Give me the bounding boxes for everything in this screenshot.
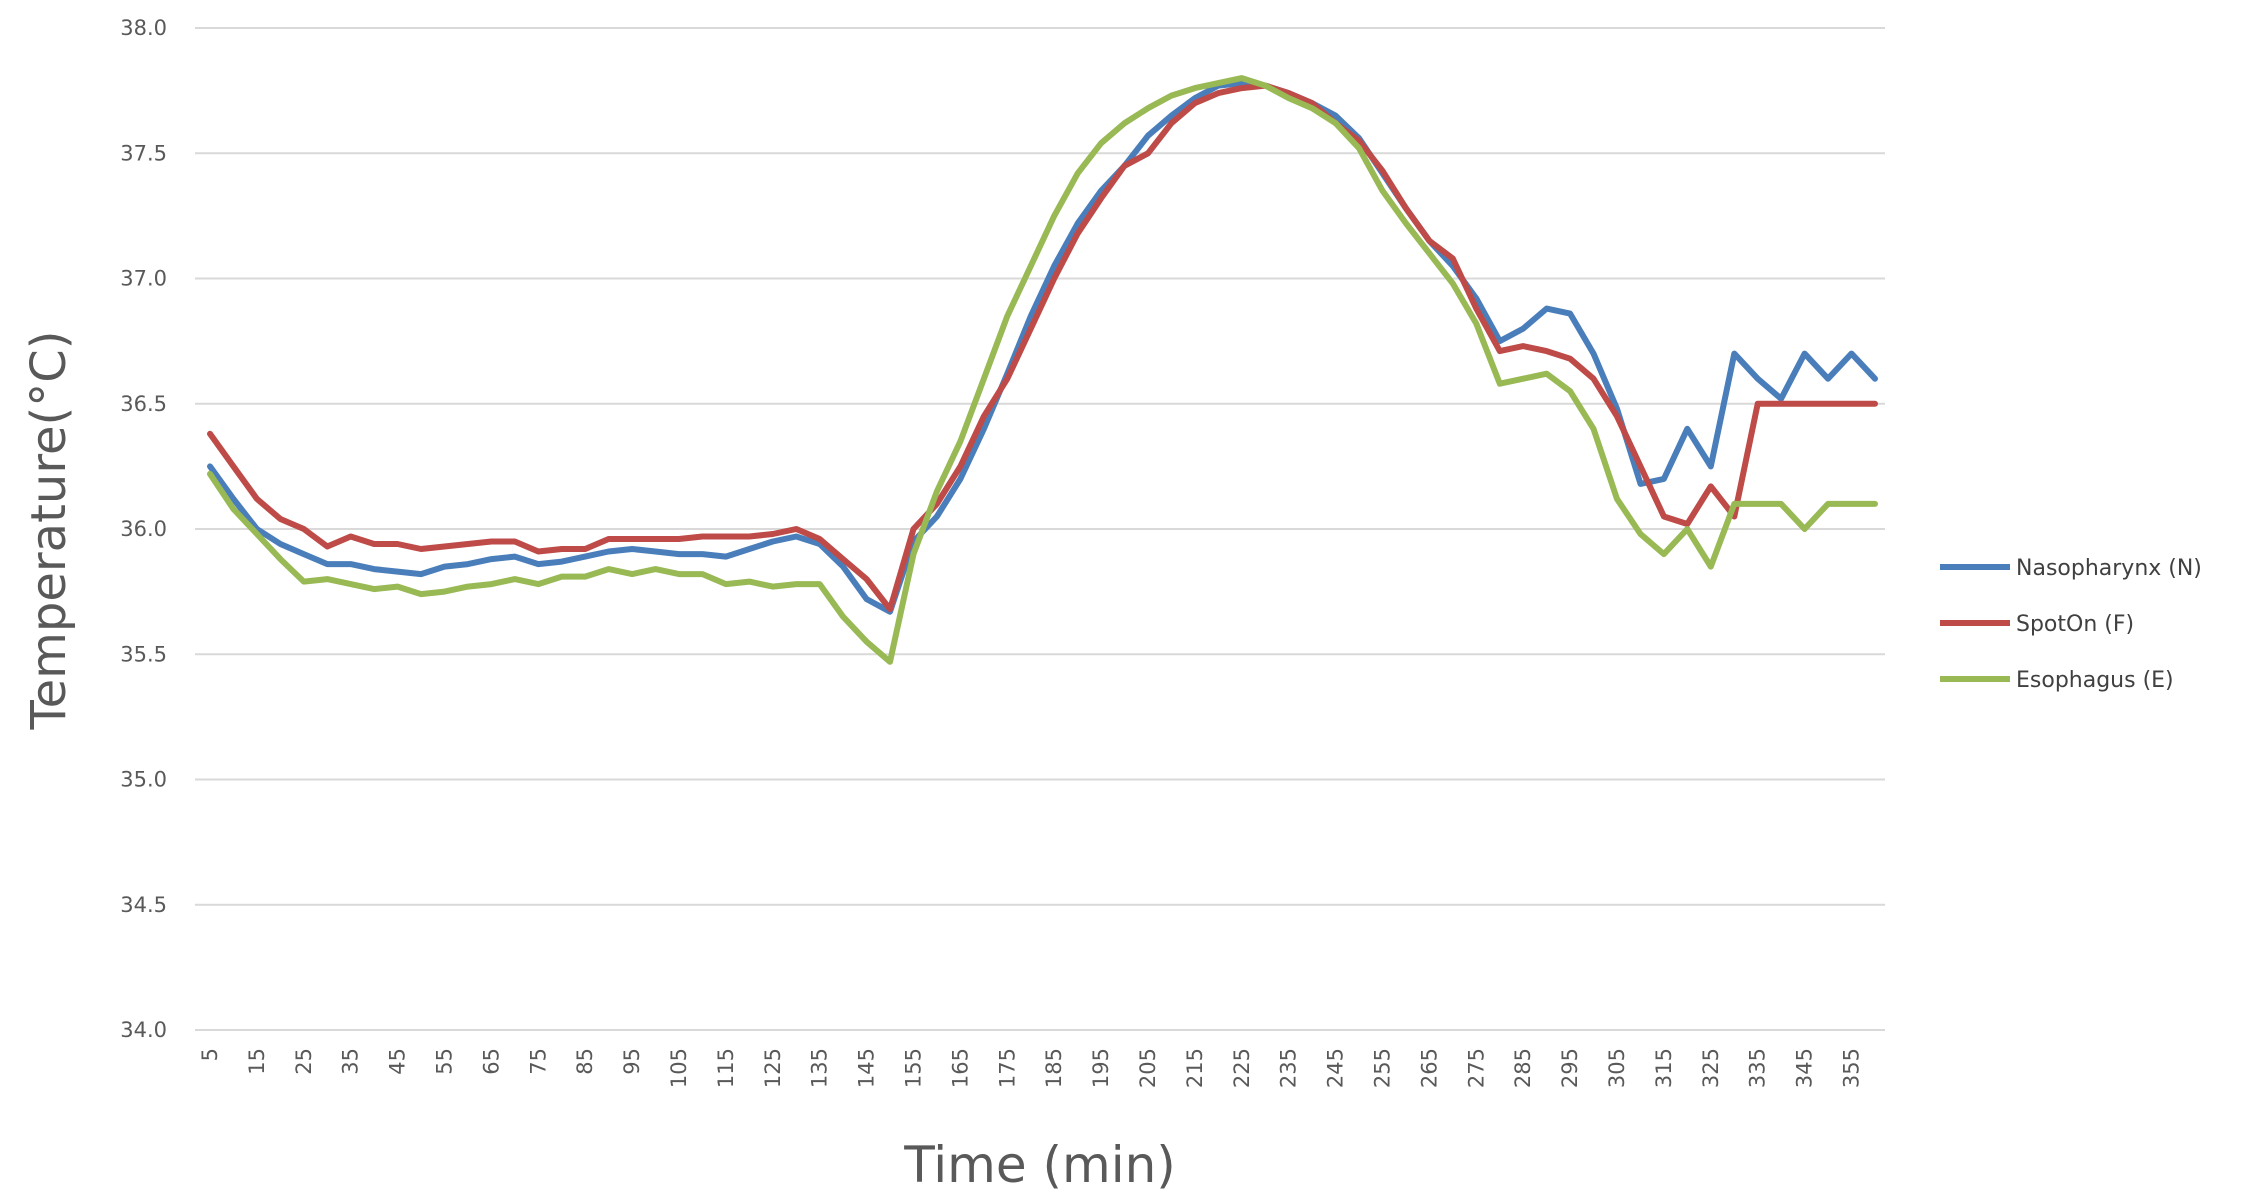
x-tick-label: 305 — [1605, 1048, 1629, 1088]
x-tick-label: 65 — [479, 1048, 503, 1075]
series-line-1 — [207, 82, 1878, 613]
x-tick-label: 285 — [1511, 1048, 1535, 1088]
x-tick-label: 155 — [902, 1048, 926, 1088]
x-tick-label: 235 — [1277, 1048, 1301, 1088]
x-tick-label: 315 — [1652, 1048, 1676, 1088]
x-tick-label: 15 — [245, 1048, 269, 1075]
series-line-0 — [207, 80, 1878, 615]
x-tick-label: 265 — [1417, 1048, 1441, 1088]
x-tick-label: 55 — [433, 1048, 457, 1075]
x-axis-ticks: 5 15 25 35 45 55 65 75 85 95 105 115 125 135 145 155 165… — [198, 1048, 1864, 1088]
gridlines — [195, 27, 1885, 1031]
series-line-2 — [207, 75, 1878, 665]
y-tick-label: 35.5 — [120, 642, 167, 666]
y-tick-label: 38.0 — [120, 16, 167, 40]
y-tick-label: 34.0 — [120, 1018, 167, 1042]
x-tick-label: 175 — [995, 1048, 1019, 1088]
x-tick-label: 115 — [714, 1048, 738, 1088]
legend: Nasopharynx (N) SpotOn (F) Esophagus (E) — [1940, 556, 2202, 693]
x-tick-label: 275 — [1464, 1048, 1488, 1088]
y-tick-label: 37.5 — [120, 141, 167, 165]
x-tick-label: 215 — [1183, 1048, 1207, 1088]
legend-label: Esophagus (E) — [2016, 668, 2174, 693]
x-tick-label: 75 — [526, 1048, 550, 1075]
x-tick-label: 245 — [1324, 1048, 1348, 1088]
x-tick-label: 105 — [667, 1048, 691, 1088]
x-tick-label: 195 — [1089, 1048, 1113, 1088]
x-tick-label: 325 — [1699, 1048, 1723, 1088]
legend-label: SpotOn (F) — [2016, 612, 2134, 637]
x-tick-label: 145 — [855, 1048, 879, 1088]
y-tick-label: 36.0 — [120, 517, 167, 541]
x-tick-label: 355 — [1840, 1048, 1864, 1088]
y-tick-label: 34.5 — [120, 893, 167, 917]
x-tick-label: 185 — [1042, 1048, 1066, 1088]
x-tick-label: 135 — [808, 1048, 832, 1088]
y-axis-ticks: 34.0 34.5 35.0 35.5 36.0 36.5 37.0 37.5 38.0 — [120, 16, 167, 1042]
x-tick-label: 25 — [292, 1048, 316, 1075]
x-tick-label: 45 — [386, 1048, 410, 1075]
x-tick-label: 295 — [1558, 1048, 1582, 1088]
x-tick-label: 95 — [620, 1048, 644, 1075]
x-tick-label: 225 — [1230, 1048, 1254, 1088]
x-tick-label: 345 — [1793, 1048, 1817, 1088]
x-tick-label: 125 — [761, 1048, 785, 1088]
x-tick-label: 85 — [573, 1048, 597, 1075]
y-axis-title: Temperature(°C) — [21, 330, 77, 730]
x-tick-label: 5 — [198, 1048, 222, 1061]
series-lines — [207, 75, 1878, 665]
x-tick-label: 35 — [339, 1048, 363, 1075]
x-axis-title: Time (min) — [903, 1136, 1176, 1194]
x-tick-label: 165 — [948, 1048, 972, 1088]
y-tick-label: 36.5 — [120, 392, 167, 416]
x-tick-label: 255 — [1371, 1048, 1395, 1088]
y-tick-label: 35.0 — [120, 768, 167, 792]
legend-label: Nasopharynx (N) — [2016, 556, 2202, 581]
x-tick-label: 335 — [1746, 1048, 1770, 1088]
y-tick-label: 37.0 — [120, 267, 167, 291]
x-tick-label: 205 — [1136, 1048, 1160, 1088]
